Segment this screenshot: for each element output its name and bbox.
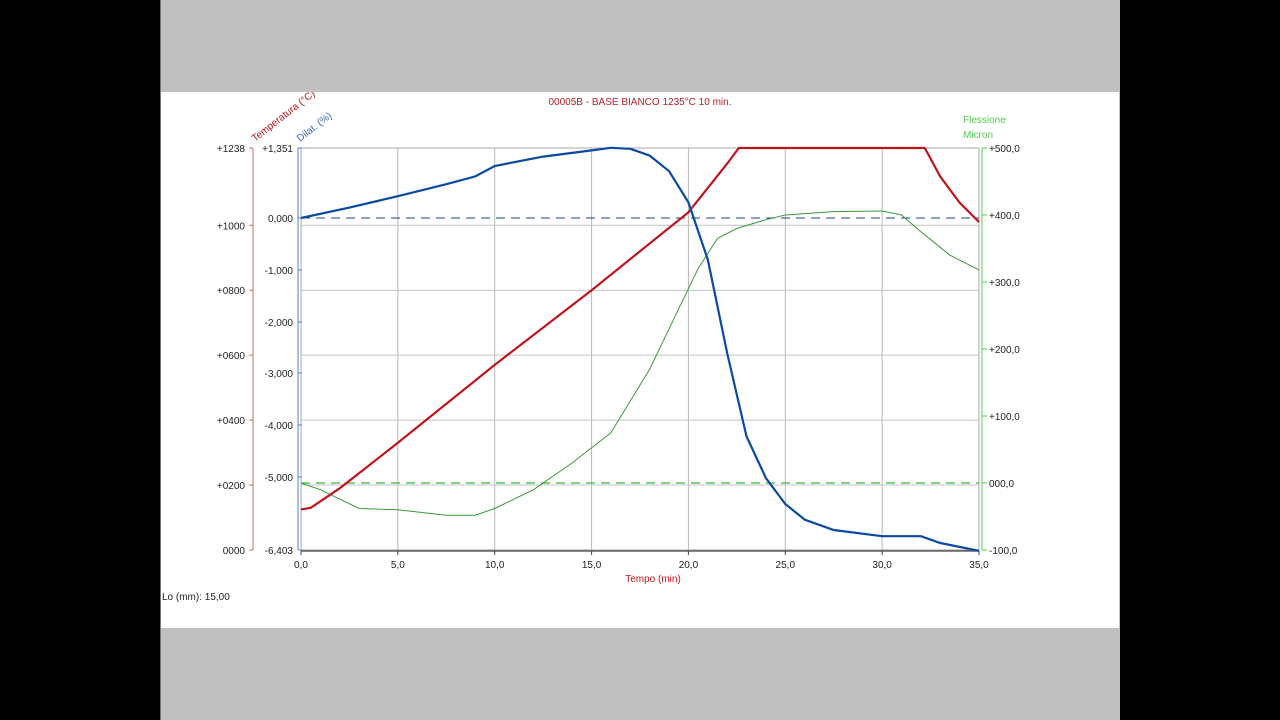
svg-text:-6,403: -6,403	[265, 546, 294, 557]
plot-area	[300, 147, 980, 551]
svg-text:000,0: 000,0	[989, 479, 1014, 490]
svg-text:-4,000: -4,000	[265, 421, 294, 432]
svg-text:+0800: +0800	[217, 286, 246, 297]
chart-title: 00005B - BASE BIANCO 1235°C 10 min.	[548, 97, 732, 108]
x-ticks: 0,0 5,0 10,0 15,0 20,0 25,0 30,0 35,0	[294, 551, 989, 571]
svg-text:0000: 0000	[223, 546, 246, 557]
gridlines	[301, 148, 979, 550]
svg-text:0,0: 0,0	[294, 560, 308, 571]
svg-text:10,0: 10,0	[485, 560, 505, 571]
svg-text:+0600: +0600	[217, 351, 246, 362]
svg-text:20,0: 20,0	[679, 560, 699, 571]
svg-text:35,0: 35,0	[969, 560, 989, 571]
svg-text:+1000: +1000	[217, 221, 246, 232]
temperature-series-line	[300, 146, 980, 511]
svg-text:-100,0: -100,0	[989, 546, 1018, 557]
svg-text:+100,0: +100,0	[989, 412, 1020, 423]
flexion-ticks: +500,0 +400,0 +300,0 +200,0 +100,0 000,0 -100,…	[982, 144, 1020, 557]
flexion-axis-label-line1: Flessione	[963, 115, 1006, 126]
dilatation-axis-label: Dilat. (%)	[295, 110, 334, 144]
lo-mm-label: Lo (mm): 15,00	[162, 592, 230, 603]
svg-text:30,0: 30,0	[872, 560, 892, 571]
flexion-axis-label-line2: Micron	[963, 130, 993, 141]
svg-text:0,000: 0,000	[268, 214, 293, 225]
svg-text:+500,0: +500,0	[989, 144, 1020, 155]
svg-text:+0200: +0200	[217, 481, 246, 492]
dilatation-series-line	[300, 146, 980, 552]
svg-text:+400,0: +400,0	[989, 211, 1020, 222]
flexion-series-line	[300, 210, 980, 516]
chart-panel: 00005B - BASE BIANCO 1235°C 10 min. +123…	[161, 92, 1119, 628]
svg-text:-3,000: -3,000	[265, 369, 294, 380]
svg-text:5,0: 5,0	[391, 560, 405, 571]
svg-text:+1238: +1238	[217, 144, 246, 155]
svg-text:25,0: 25,0	[776, 560, 796, 571]
svg-text:15,0: 15,0	[582, 560, 602, 571]
temperature-ticks: +1238 +1000 +0800 +0600 +0400 +0200 0000	[217, 144, 253, 557]
svg-text:+0400: +0400	[217, 416, 246, 427]
svg-text:-5,000: -5,000	[265, 473, 294, 484]
svg-text:-2,000: -2,000	[265, 318, 294, 329]
x-axis-label: Tempo (min)	[625, 574, 681, 585]
svg-text:+200,0: +200,0	[989, 345, 1020, 356]
svg-text:+300,0: +300,0	[989, 278, 1020, 289]
svg-text:-1,000: -1,000	[265, 266, 294, 277]
svg-text:+1,351: +1,351	[262, 144, 293, 155]
dilatation-ticks: +1,351 0,000 -1,000 -2,000 -3,000 -4,000 -5,00…	[262, 144, 302, 557]
